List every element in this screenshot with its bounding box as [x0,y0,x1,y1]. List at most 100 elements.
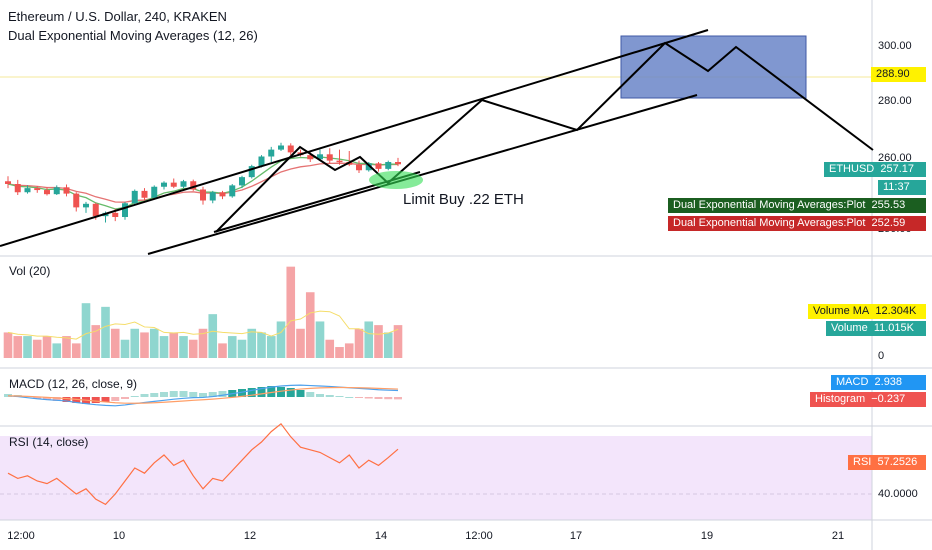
histogram-bar [150,393,159,397]
candle-body [326,154,333,161]
macd-label: MACD [836,376,869,388]
rsi-badge[interactable]: RSI 57.2526 [848,455,926,470]
volume-bar [179,336,188,358]
volume-ma-label: Volume MA [813,305,870,317]
candle-body [44,190,50,195]
candle-body [395,162,401,165]
price-tick: 260.00 [878,152,912,164]
histogram-bar [111,397,120,401]
candle-body [268,149,275,157]
candle-body [170,182,177,187]
histogram-bar [160,392,168,397]
histogram-bar [4,394,12,397]
histogram-bar [130,396,139,397]
volume-bar [383,332,393,358]
histogram-bar [218,391,227,397]
volume-bar [32,339,42,358]
vol-pane-label: Vol (20) [9,264,51,278]
candle-body [258,156,265,167]
histogram-bar [384,397,393,400]
volume-ma-badge[interactable]: Volume MA 12.304K [808,304,926,319]
candle-body [34,188,41,191]
macd-badge[interactable]: MACD 2.938 [831,375,926,390]
volume-bar [257,332,266,358]
volume-bar [296,328,305,358]
histogram-value: −0.237 [871,393,906,405]
volume-bar [315,321,325,358]
price-tick: 300.00 [878,40,912,52]
dema-slow-value: 252.59 [871,217,906,229]
histogram-bar [394,397,402,400]
histogram-bar [325,395,334,397]
candle-body [92,203,99,217]
ethusd-price-badge[interactable]: ETHUSD 257.17 [824,162,926,177]
volume-bar [130,328,140,358]
volume-bar [198,328,208,358]
candle-body [180,181,187,187]
volume-bar [71,343,81,358]
candle-body [365,163,372,171]
candle-body [141,190,148,198]
candle-body [24,188,31,193]
volume-bar [325,339,335,358]
volume-bar [81,303,91,358]
volume-bar [247,328,257,358]
histogram-bar [43,397,51,400]
volume-bar [237,339,247,358]
price-tick: 280.00 [878,95,912,107]
rsi-tick: 40.0000 [878,488,918,500]
histogram-bar [267,386,276,397]
candle-body [336,160,343,163]
rsi-value: 57.2526 [877,456,918,468]
volume-bar [305,292,315,358]
time-tick: 10 [112,530,126,542]
time-tick: 12:00 [7,530,35,542]
volume-bar [218,343,227,358]
dema-slow-badge[interactable]: Dual Exponential Moving Averages:Plot 25… [668,216,926,231]
volume-bar [335,347,344,358]
volume-bar [169,332,179,358]
histogram-bar [140,394,149,397]
histogram-bar [306,392,315,397]
histogram-bar [335,396,344,397]
volume-ma-line [7,310,399,340]
histogram-bar [355,397,363,398]
volume-bar [188,339,198,358]
candle-body [385,162,392,169]
candle-body [5,181,11,184]
symbol-price: 257.17 [880,163,915,175]
volume-bar [42,336,52,358]
volume-bar [266,336,276,358]
dema-fast-value: 255.53 [871,199,906,211]
volume-bar [208,314,218,358]
rsi-label: RSI [853,456,872,468]
symbol-label: ETHUSD [829,163,875,175]
candle-body [83,203,89,208]
histogram-bar [199,393,207,397]
candle-body [307,155,314,160]
histogram-bar [296,390,305,397]
volume-badge[interactable]: Volume 11.015K [826,321,926,336]
candle-body [229,185,236,197]
volume-bar [149,328,159,358]
volume-bar [23,336,32,358]
histogram-bar [72,397,81,403]
candle-body [122,203,128,217]
candle-body [200,189,206,201]
alert-price-badge[interactable]: 288.90 [871,67,926,82]
volume-label: Volume [831,322,868,334]
dema-fast-label: Dual Exponential Moving Averages:Plot [673,199,866,211]
dema-fast-badge[interactable]: Dual Exponential Moving Averages:Plot 25… [668,198,926,213]
histogram-bar [179,391,188,397]
histogram-bar [247,388,256,397]
volume-bar [101,306,110,358]
macd-value: 2.938 [874,376,903,388]
volume-bar [276,321,286,358]
histogram-badge[interactable]: Histogram −0.237 [810,392,926,407]
histogram-bar [277,387,285,397]
rsi-pane-label: RSI (14, close) [9,435,89,449]
annotation-text: Limit Buy .22 ETH [403,191,524,208]
countdown-value: 11:37 [883,181,910,193]
candle-body [73,193,80,208]
